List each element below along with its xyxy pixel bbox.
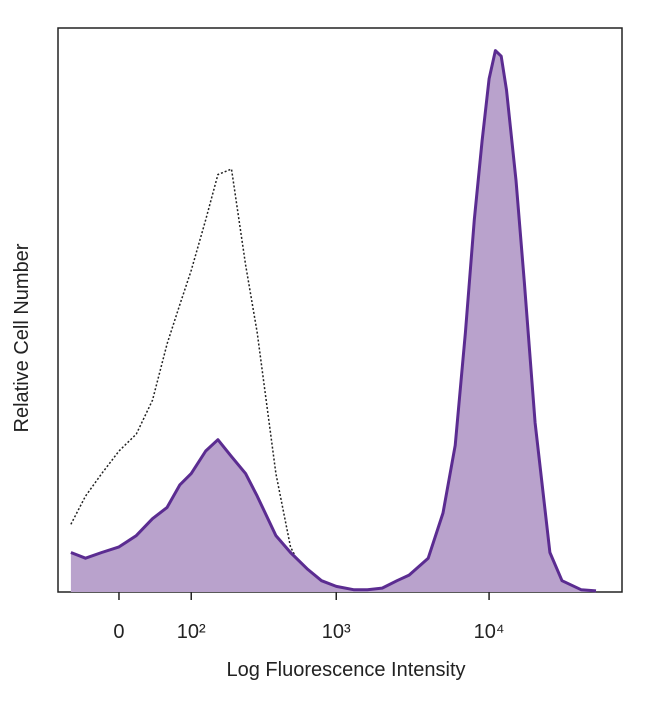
x-tick-label: 10³ [322,621,351,643]
x-axis-label: Log Fluorescence Intensity [226,659,465,681]
y-axis-label: Relative Cell Number [11,243,33,432]
x-tick-label: 0 [113,621,124,643]
x-tick-label: 10² [177,621,206,643]
x-tick-label: 10⁴ [474,621,505,643]
histogram-outline [70,167,337,593]
histogram-area [70,50,596,593]
histogram-outline [70,49,597,593]
